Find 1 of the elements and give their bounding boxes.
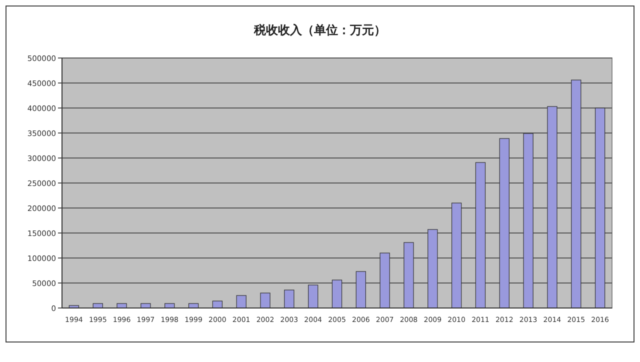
title: 税收收入（单位：万元） bbox=[254, 23, 386, 37]
